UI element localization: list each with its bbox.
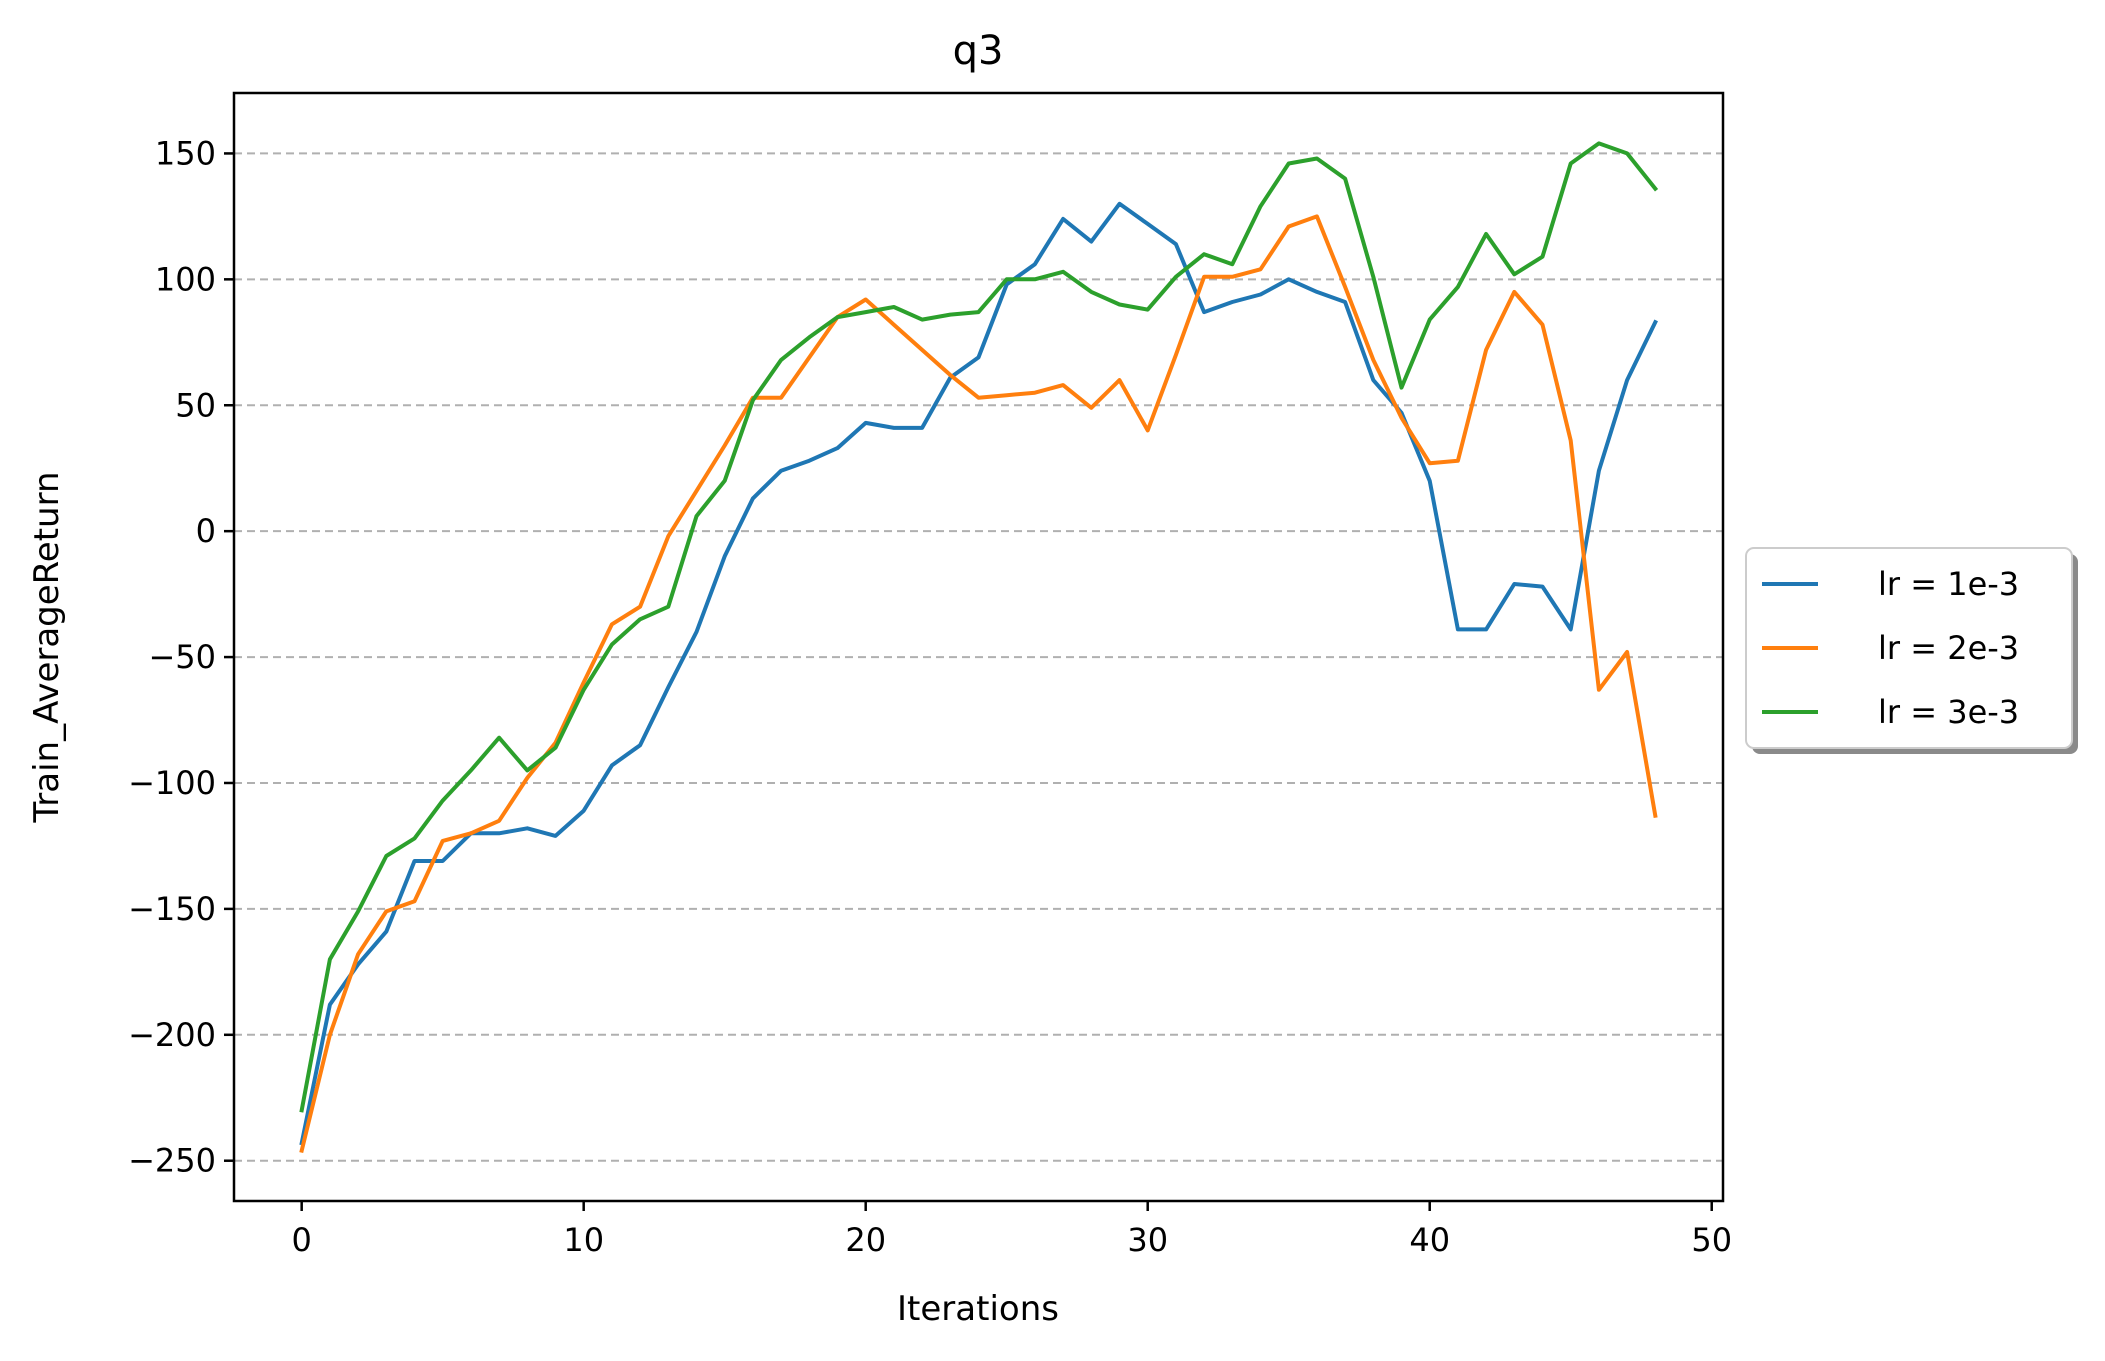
y-tick-label: 100 — [155, 260, 216, 298]
x-tick-label: 0 — [292, 1221, 312, 1259]
y-tick-label: −150 — [128, 890, 216, 928]
x-tick-label: 20 — [845, 1221, 886, 1259]
x-tick-label: 50 — [1691, 1221, 1732, 1259]
series-line-3 — [299, 141, 1659, 1113]
legend-box — [1745, 547, 2073, 749]
x-tick-label: 30 — [1127, 1221, 1168, 1259]
y-tick-label: −100 — [128, 764, 216, 802]
y-axis-label: Train_AverageReturn — [27, 471, 67, 823]
y-axis-ticks: 150 100 50 0 −50 −100 −150 −200 −250 — [128, 134, 234, 1180]
y-tick-label: 150 — [155, 134, 216, 172]
y-tick-label: −200 — [128, 1016, 216, 1054]
y-tick-label: 0 — [196, 512, 216, 550]
legend-label-3: lr = 3e-3 — [1878, 693, 2019, 731]
legend-label-1: lr = 1e-3 — [1878, 565, 2019, 603]
x-tick-label: 40 — [1409, 1221, 1450, 1259]
x-tick-label: 10 — [563, 1221, 604, 1259]
x-axis-ticks: 0 10 20 30 40 50 — [292, 1201, 1732, 1259]
y-tick-label: −250 — [128, 1142, 216, 1180]
series-lines — [299, 141, 1659, 1154]
grid-lines — [234, 152, 1723, 1162]
legend: lr = 1e-3 lr = 2e-3 lr = 3e-3 — [1745, 547, 2078, 754]
chart-title: q3 — [953, 28, 1004, 74]
legend-label-2: lr = 2e-3 — [1878, 629, 2019, 667]
x-axis-label: Iterations — [897, 1289, 1059, 1329]
y-tick-label: 50 — [175, 386, 216, 424]
legend-items: lr = 1e-3 lr = 2e-3 lr = 3e-3 — [1762, 565, 2019, 731]
series-line-1 — [299, 201, 1658, 1146]
plot-frame — [232, 91, 1725, 1203]
series-line-2 — [299, 214, 1658, 1154]
y-tick-label: −50 — [148, 638, 216, 676]
